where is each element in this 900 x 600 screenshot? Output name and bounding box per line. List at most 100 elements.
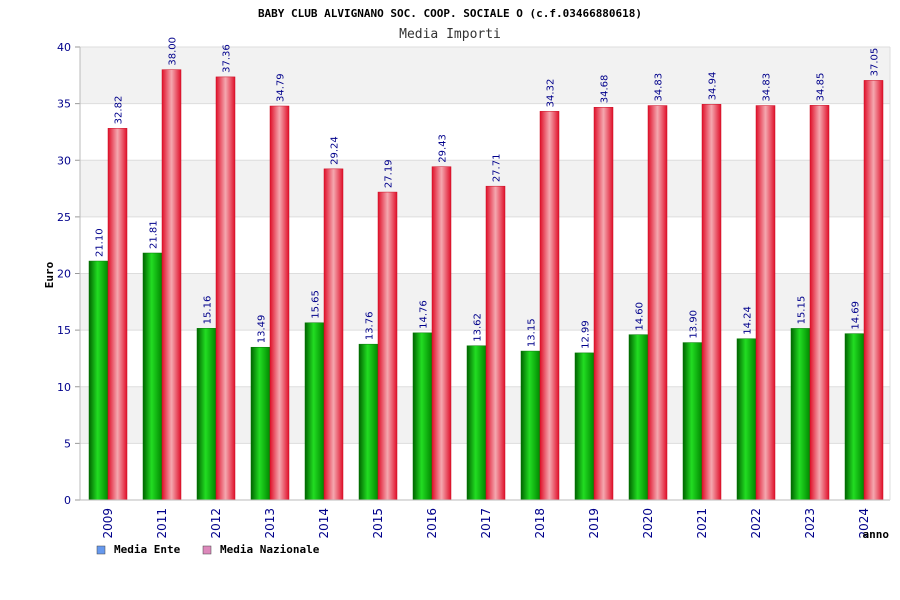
value-label-media-nazionale-2022: 34.83 — [762, 73, 773, 102]
bar-media-ente-2022 — [736, 338, 757, 501]
value-label-media-nazionale-2024: 37.05 — [870, 48, 881, 77]
bar-media-ente-2018 — [520, 350, 541, 501]
value-label-media-ente-2011: 21.81 — [149, 220, 160, 249]
x-tick-label-2018: 2018 — [533, 508, 547, 539]
bar-media-ente-2024 — [844, 333, 865, 501]
value-label-media-nazionale-2012: 37.36 — [222, 44, 233, 73]
bar-media-ente-2016 — [412, 332, 433, 501]
value-label-media-ente-2021: 13.90 — [689, 310, 700, 339]
y-tick-label: 5 — [64, 437, 71, 450]
value-label-media-nazionale-2009: 32.82 — [114, 96, 125, 125]
value-label-media-ente-2013: 13.49 — [257, 315, 268, 344]
x-tick-label-2024: 2024 — [857, 508, 871, 539]
x-tick-label-2017: 2017 — [479, 508, 493, 539]
value-label-media-nazionale-2018: 34.32 — [546, 79, 557, 108]
bar-media-ente-2017 — [466, 345, 487, 501]
value-label-media-ente-2023: 15.15 — [797, 296, 808, 325]
y-tick-label: 35 — [57, 98, 71, 111]
value-label-media-nazionale-2017: 27.71 — [492, 154, 503, 183]
bar-media-ente-2021 — [682, 342, 703, 501]
plot-band — [80, 47, 890, 104]
legend: Media Ente Media Nazionale — [96, 543, 320, 556]
bar-media-nazionale-2015 — [377, 191, 398, 501]
x-tick-label-2022: 2022 — [749, 508, 763, 539]
x-tick-label-2015: 2015 — [371, 508, 385, 539]
bar-media-ente-2012 — [196, 328, 217, 501]
x-tick-label-2020: 2020 — [641, 508, 655, 539]
bar-media-nazionale-2012 — [215, 76, 236, 501]
y-tick-label: 25 — [57, 211, 71, 224]
y-tick-label: 40 — [57, 41, 71, 54]
legend-label-media-ente: Media Ente — [114, 543, 181, 556]
x-tick-label-2011: 2011 — [155, 508, 169, 539]
y-tick-label: 30 — [57, 154, 71, 167]
x-tick-label-2013: 2013 — [263, 508, 277, 539]
plot-band — [80, 273, 890, 331]
y-tick-label: 20 — [57, 268, 71, 281]
x-tick-label-2012: 2012 — [209, 508, 223, 539]
value-label-media-ente-2017: 13.62 — [473, 313, 484, 342]
bar-media-nazionale-2016 — [431, 166, 452, 501]
y-tick-label: 10 — [57, 381, 71, 394]
value-label-media-nazionale-2016: 29.43 — [438, 134, 449, 163]
value-label-media-nazionale-2020: 34.83 — [654, 73, 665, 102]
x-axis-label: anno — [863, 528, 890, 541]
value-label-media-ente-2022: 14.24 — [743, 306, 754, 335]
bar-media-ente-2020 — [628, 334, 649, 501]
value-label-media-ente-2024: 14.69 — [851, 301, 862, 330]
bar-media-nazionale-2014 — [323, 168, 344, 501]
chart-title: BABY CLUB ALVIGNANO SOC. COOP. SOCIALE O… — [258, 7, 642, 20]
value-label-media-nazionale-2021: 34.94 — [708, 72, 719, 101]
value-label-media-ente-2015: 13.76 — [365, 312, 376, 341]
bar-media-nazionale-2018 — [539, 111, 560, 501]
x-tick-label-2014: 2014 — [317, 508, 331, 539]
bar-media-ente-2014 — [304, 322, 325, 501]
value-labels: 21.10 32.82 21.81 38.00 15.16 37.36 13.49 34.79… — [95, 37, 881, 349]
bar-media-nazionale-2009 — [107, 128, 128, 501]
chart-subtitle: Media Importi — [399, 27, 501, 42]
bar-media-nazionale-2011 — [161, 69, 182, 501]
y-tick-label: 15 — [57, 324, 71, 337]
value-label-media-nazionale-2023: 34.85 — [816, 73, 827, 102]
bars — [88, 69, 884, 501]
bar-media-ente-2013 — [250, 346, 271, 501]
y-tick-label: 0 — [64, 494, 71, 507]
y-axis: 0 5 10 15 20 25 30 35 40 — [57, 41, 891, 507]
value-label-media-ente-2016: 14.76 — [419, 300, 430, 329]
bar-media-nazionale-2020 — [647, 105, 668, 501]
legend-swatch-media-ente — [96, 545, 106, 555]
y-axis-label: Euro — [43, 261, 56, 288]
bar-media-ente-2015 — [358, 343, 379, 501]
bar-media-ente-2019 — [574, 352, 595, 501]
value-label-media-ente-2019: 12.99 — [581, 320, 592, 349]
bar-media-nazionale-2019 — [593, 106, 614, 501]
value-label-media-nazionale-2013: 34.79 — [276, 73, 287, 102]
x-tick-label-2009: 2009 — [101, 508, 115, 539]
bar-media-nazionale-2022 — [755, 105, 776, 501]
legend-swatch-media-nazionale — [202, 545, 212, 555]
value-label-media-ente-2020: 14.60 — [635, 302, 646, 331]
value-label-media-ente-2009: 21.10 — [95, 228, 106, 257]
value-label-media-nazionale-2011: 38.00 — [168, 37, 179, 66]
value-label-media-ente-2012: 15.16 — [203, 296, 214, 325]
value-label-media-ente-2018: 13.15 — [527, 318, 538, 347]
bar-media-nazionale-2024 — [863, 80, 884, 501]
x-tick-label-2019: 2019 — [587, 508, 601, 539]
bar-media-nazionale-2013 — [269, 105, 290, 501]
x-tick-label-2023: 2023 — [803, 508, 817, 539]
value-label-media-nazionale-2014: 29.24 — [330, 136, 341, 165]
bar-media-nazionale-2023 — [809, 105, 830, 501]
value-label-media-nazionale-2015: 27.19 — [384, 159, 395, 188]
x-tick-label-2021: 2021 — [695, 508, 709, 539]
value-label-media-nazionale-2019: 34.68 — [600, 75, 611, 104]
legend-label-media-nazionale: Media Nazionale — [220, 543, 320, 556]
plot-band — [80, 160, 890, 217]
bar-media-ente-2011 — [142, 252, 163, 501]
x-tick-label-2016: 2016 — [425, 508, 439, 539]
bar-media-nazionale-2017 — [485, 185, 506, 501]
x-axis: 2009 2011 2012 2013 2014 2015 2016 2017 2018 2019… — [101, 508, 871, 539]
bar-media-ente-2023 — [790, 328, 811, 501]
value-label-media-ente-2014: 15.65 — [311, 290, 322, 319]
bar-media-ente-2009 — [88, 260, 109, 501]
